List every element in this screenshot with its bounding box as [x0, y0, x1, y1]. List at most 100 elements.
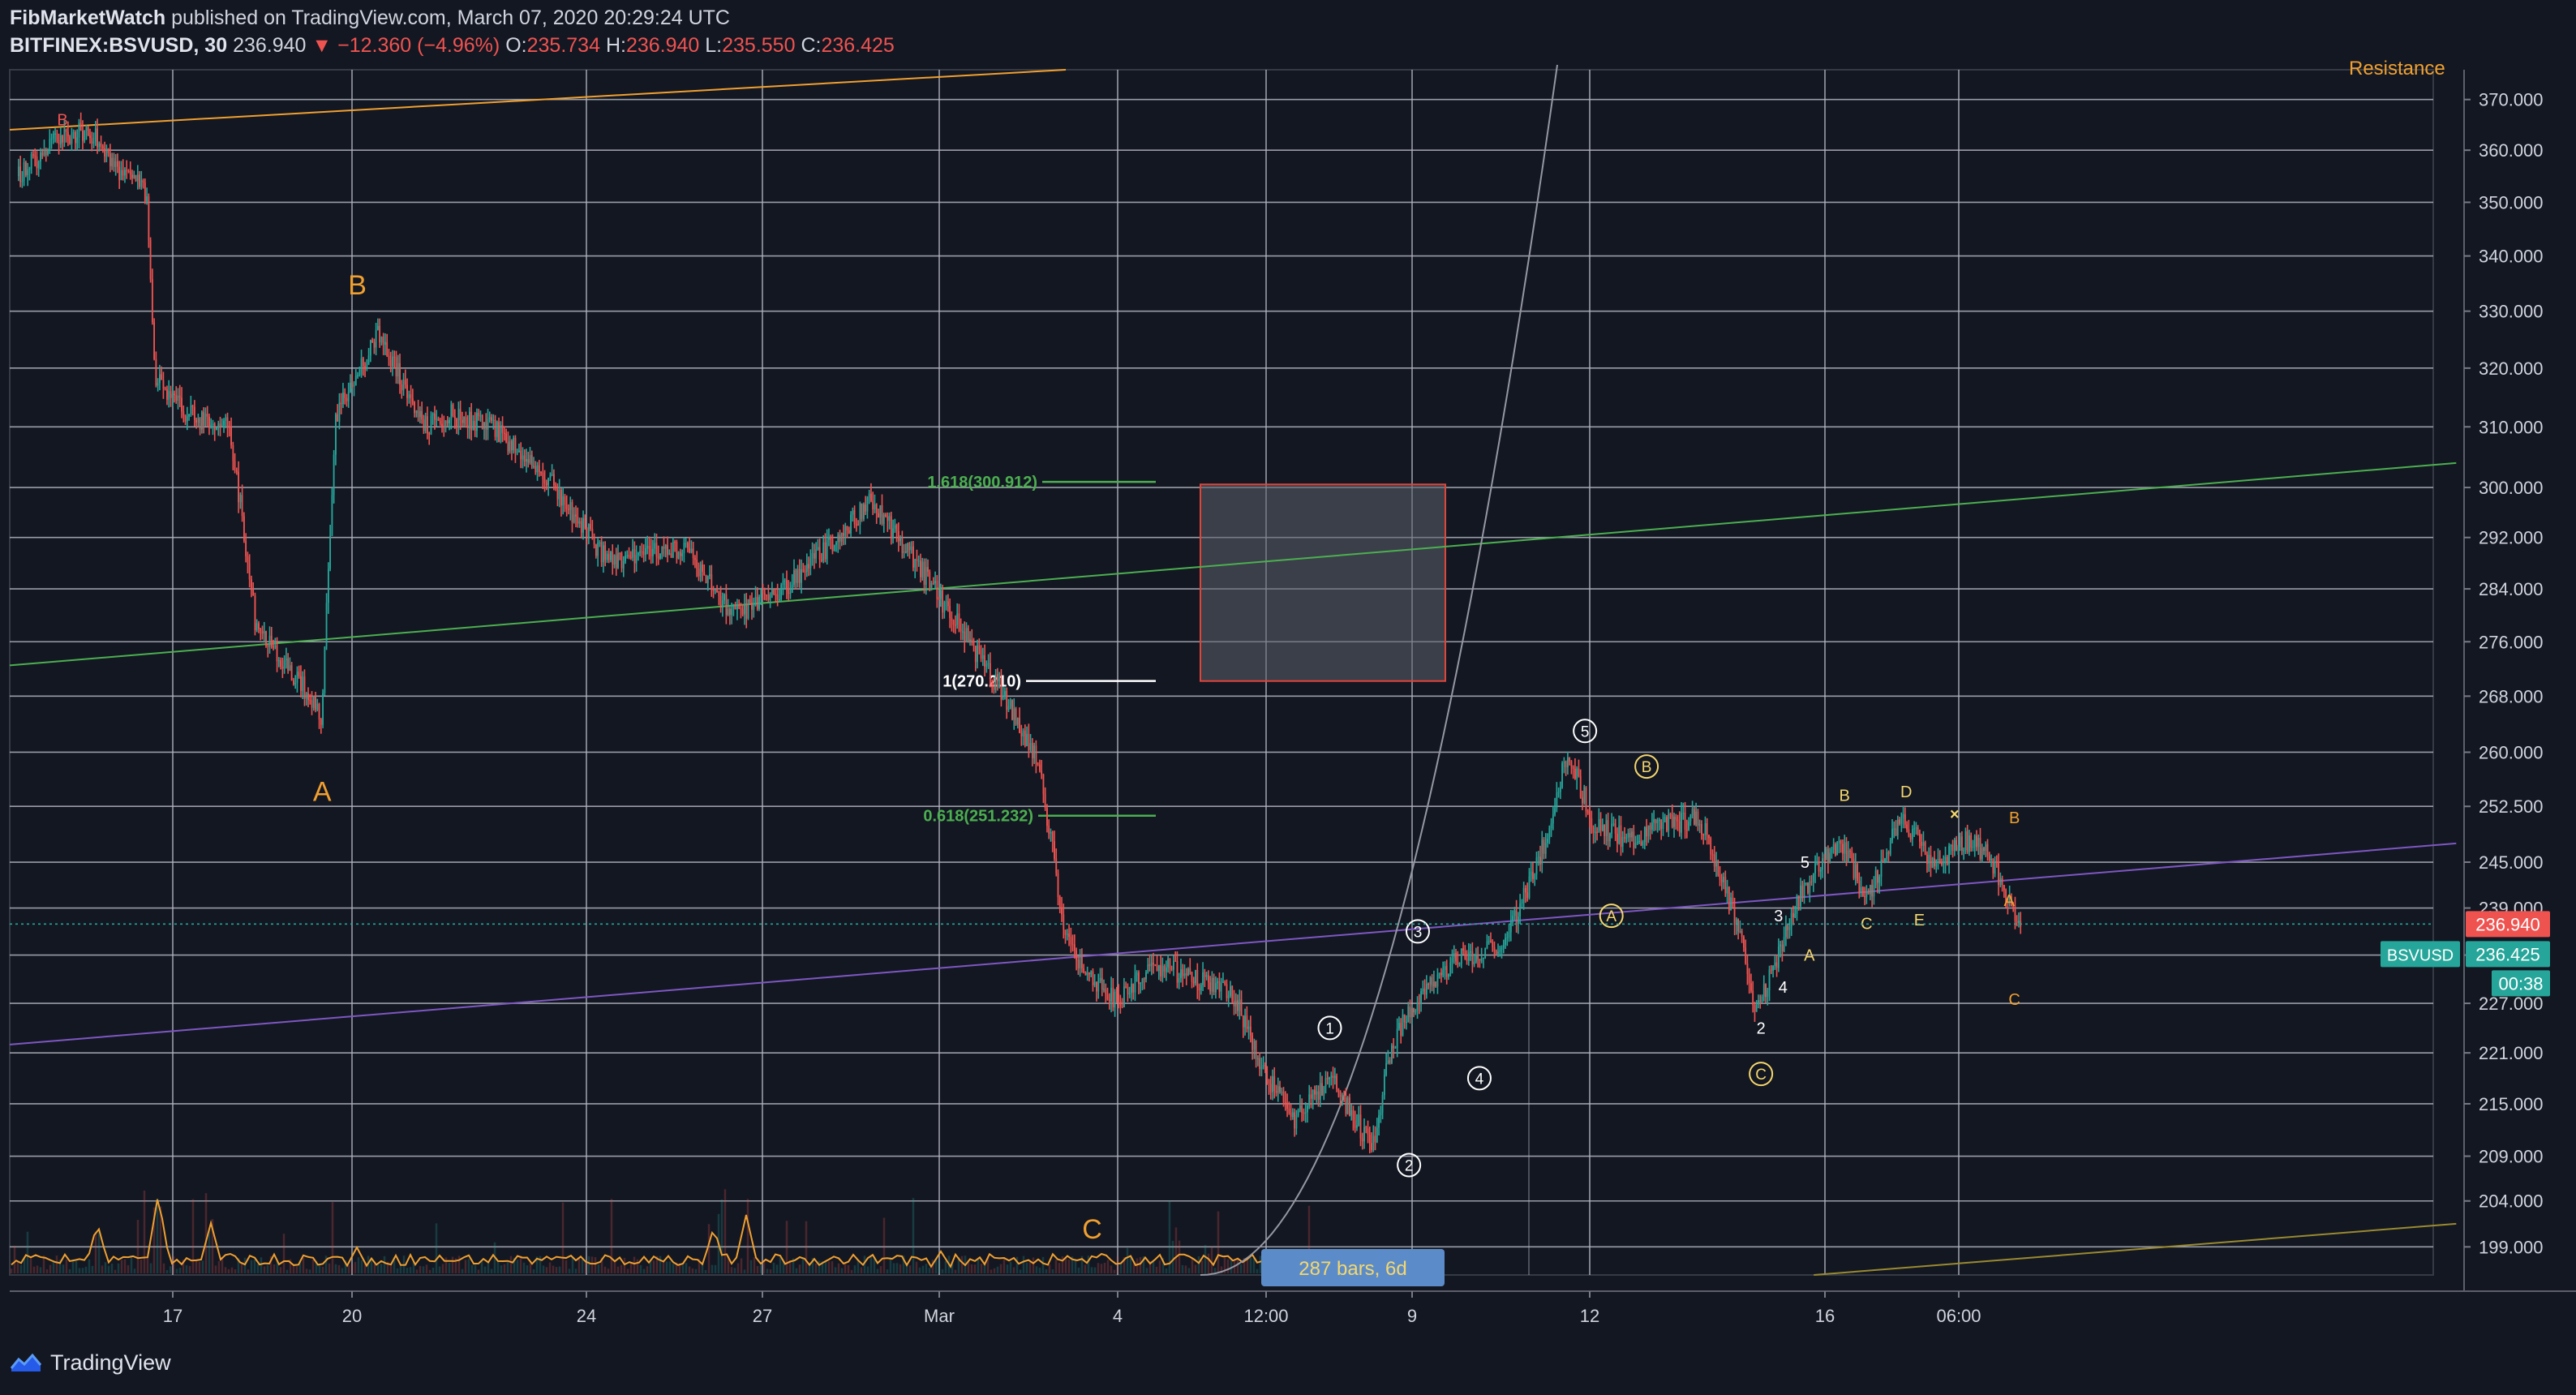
- candle-body: [1554, 808, 1556, 814]
- candle-body: [895, 525, 898, 532]
- candle-body: [1393, 1045, 1395, 1049]
- candle-body: [1803, 882, 1805, 898]
- candle-body: [463, 417, 466, 423]
- candle-body: [340, 402, 342, 405]
- candle-body: [1915, 827, 1917, 829]
- candle-body: [1745, 947, 1747, 964]
- candle-body: [191, 406, 194, 407]
- candle-body: [21, 181, 24, 182]
- candle-body: [1226, 984, 1228, 998]
- candle-body: [247, 556, 249, 564]
- candle-body: [34, 155, 36, 157]
- candle-body: [1867, 892, 1870, 895]
- candle-body: [252, 590, 255, 596]
- candle-body: [569, 501, 572, 510]
- candle-body: [1570, 761, 1573, 767]
- candle-body: [1295, 1115, 1298, 1129]
- candle-body: [1930, 855, 1932, 868]
- candle-body: [1659, 819, 1660, 821]
- candle-body: [358, 374, 361, 376]
- candle-body: [808, 564, 809, 569]
- wave-label-circle: [1317, 1015, 1342, 1041]
- candle-body: [628, 555, 630, 557]
- candle-body: [712, 588, 715, 591]
- candle-body: [1153, 963, 1154, 965]
- candle-body: [1668, 813, 1670, 831]
- candle-body: [1167, 958, 1170, 968]
- wave-label: A: [1606, 908, 1616, 925]
- candle-body: [1701, 824, 1702, 835]
- candle-body: [523, 455, 526, 461]
- candle-body: [571, 501, 573, 523]
- candle-body: [1019, 718, 1020, 733]
- candle-body: [1418, 1002, 1420, 1004]
- candle-body: [1473, 961, 1475, 964]
- author-name[interactable]: FibMarketWatch: [10, 6, 166, 29]
- candle-body: [1544, 843, 1547, 854]
- candle-body: [1343, 1095, 1346, 1098]
- candle-body: [184, 415, 187, 422]
- candle-body: [1534, 874, 1536, 879]
- candle-body: [30, 154, 32, 170]
- candle-body: [719, 595, 722, 607]
- candle-body: [914, 559, 917, 568]
- candle-body: [881, 505, 883, 524]
- candle-body: [1656, 820, 1659, 823]
- candle-body: [1662, 822, 1664, 829]
- symbol-name[interactable]: BITFINEX:BSVUSD, 30: [10, 34, 228, 57]
- candle-body: [17, 166, 19, 177]
- candle-body: [1332, 1075, 1334, 1079]
- candle-body: [457, 409, 460, 428]
- candle-body: [393, 356, 396, 358]
- candle-body: [1336, 1075, 1337, 1089]
- candle-body: [1156, 965, 1158, 971]
- candle-body: [1200, 985, 1202, 990]
- candle-body: [551, 474, 553, 475]
- candle-body: [1719, 874, 1721, 880]
- candle-body: [1970, 835, 1973, 848]
- candle-body: [1750, 983, 1752, 991]
- candle-body: [1631, 831, 1633, 838]
- candle-body: [674, 542, 676, 543]
- candle-body: [1611, 823, 1613, 834]
- candle-body: [1396, 1028, 1398, 1048]
- candle-body: [1601, 825, 1604, 831]
- candle-body: [1169, 958, 1171, 969]
- candle-body: [1592, 827, 1595, 833]
- candle-body: [1389, 1060, 1391, 1063]
- candle-body: [1429, 976, 1432, 985]
- candle-body: [1646, 826, 1647, 837]
- candle-body: [874, 504, 876, 509]
- candle-body: [1807, 882, 1809, 893]
- candle-body: [135, 174, 137, 181]
- candle-body: [694, 558, 696, 560]
- candle-body: [71, 138, 73, 144]
- candle-body: [1110, 987, 1112, 1002]
- candle-body: [382, 337, 384, 345]
- candle-body: [1720, 879, 1723, 882]
- candle-body: [2012, 906, 2015, 908]
- candle-body: [969, 639, 971, 642]
- footer-brand[interactable]: TradingView: [50, 1350, 171, 1375]
- candle-body: [1209, 982, 1212, 992]
- candle-body: [872, 500, 874, 509]
- candle-body: [1543, 839, 1545, 854]
- candle-body: [530, 455, 533, 466]
- candle-body: [309, 700, 311, 702]
- candle-body: [62, 135, 63, 143]
- candle-body: [1310, 1094, 1312, 1099]
- candle-body: [1097, 981, 1100, 992]
- candle-body: [109, 153, 111, 166]
- candle-body: [949, 606, 951, 618]
- candle-body: [305, 693, 307, 699]
- candle-body: [85, 127, 88, 131]
- candle-body: [1501, 946, 1503, 950]
- fib-level-label: 1.618(300.912): [927, 474, 1037, 491]
- candle-body: [113, 157, 115, 167]
- candle-body: [312, 696, 315, 708]
- candle-body: [1917, 827, 1919, 835]
- candle-body: [991, 684, 994, 685]
- candle-body: [766, 594, 767, 596]
- candle-body: [582, 517, 584, 533]
